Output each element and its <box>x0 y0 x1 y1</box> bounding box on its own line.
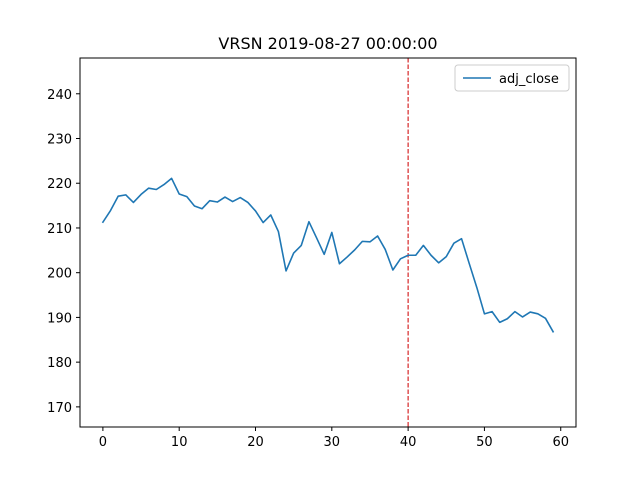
x-tick-label: 50 <box>476 435 493 450</box>
series-line-adj-close <box>101 177 555 333</box>
y-tick-label: 210 <box>47 222 72 237</box>
x-tick-label: 10 <box>171 435 188 450</box>
x-tick-label: 30 <box>324 435 341 450</box>
x-tick-label: 0 <box>99 435 107 450</box>
legend-box <box>454 64 570 92</box>
x-tick-label: 20 <box>247 435 264 450</box>
legend-label: adj_close <box>499 72 559 87</box>
x-tick-label: 60 <box>552 435 569 450</box>
plot-frame <box>79 57 577 428</box>
chart-title: VRSN 2019-08-27 00:00:00 <box>218 34 437 53</box>
ticks-group: 0 10 20 30 40 50 60 170 180 190 200 210 220 230 240 <box>47 88 569 450</box>
axes-group <box>79 57 577 428</box>
y-tick-label: 220 <box>47 177 72 192</box>
legend: adj_close <box>454 64 570 92</box>
series-group <box>101 177 555 333</box>
y-tick-label: 240 <box>47 88 72 103</box>
x-tick-label: 40 <box>400 435 417 450</box>
y-tick-label: 190 <box>47 311 72 326</box>
y-tick-label: 170 <box>47 401 72 416</box>
y-tick-label: 230 <box>47 133 72 148</box>
y-tick-label: 180 <box>47 356 72 371</box>
y-tick-label: 200 <box>47 267 72 282</box>
